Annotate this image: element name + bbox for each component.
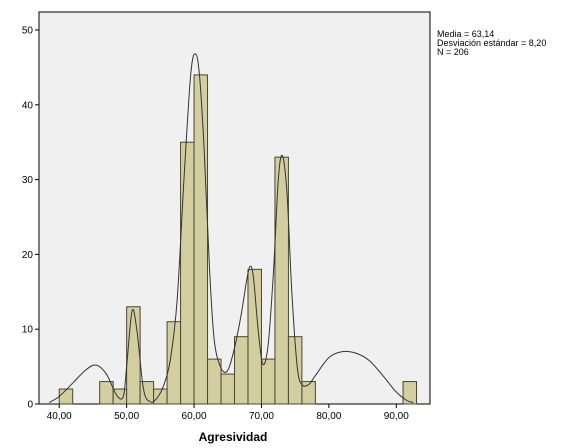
x-tick-label: 90,00: [384, 411, 409, 422]
histogram-bar: [234, 336, 249, 405]
histogram-bar: [274, 156, 289, 405]
histogram-bar: [180, 141, 195, 405]
histogram-bar: [247, 268, 262, 405]
histogram-bar: [58, 388, 74, 405]
histogram-bar: [193, 74, 209, 405]
histogram-bar: [153, 388, 168, 405]
x-tick-label: 50,00: [114, 411, 139, 422]
histogram-bar: [126, 306, 141, 405]
y-tick-label: 50: [22, 26, 34, 37]
histogram-bar: [402, 381, 418, 405]
y-tick-label: 40: [22, 100, 34, 111]
x-tick-label: 60,00: [182, 411, 207, 422]
x-tick-label: 40,00: [47, 411, 72, 422]
x-tick-label: 70,00: [249, 411, 274, 422]
histogram-bar: [220, 373, 236, 405]
histogram-bar: [260, 358, 276, 405]
x-axis-ticks: 40,00 50,00 60,00 70,00 80,00 90,00: [47, 404, 409, 422]
histogram-bar: [139, 381, 155, 405]
stat-mean: Media = 63,14: [437, 29, 495, 39]
histogram-bar: [207, 358, 222, 405]
histogram-bar: [301, 381, 316, 405]
x-axis-title: Agresividad: [199, 430, 268, 444]
stat-sd: Desviación estándar = 8,20: [437, 38, 547, 48]
y-tick-label: 10: [22, 325, 34, 336]
stat-n: N = 206: [437, 47, 469, 57]
density-curve: [48, 53, 414, 403]
x-tick-label: 80,00: [316, 411, 341, 422]
y-tick-label: 20: [22, 250, 34, 261]
y-axis-ticks: 0 10 20 30 40 50: [22, 26, 39, 411]
y-tick-label: 30: [22, 175, 34, 186]
statistics-box: Media = 63,14 Desviación estándar = 8,20…: [437, 30, 546, 57]
y-tick-label: 0: [27, 400, 33, 411]
